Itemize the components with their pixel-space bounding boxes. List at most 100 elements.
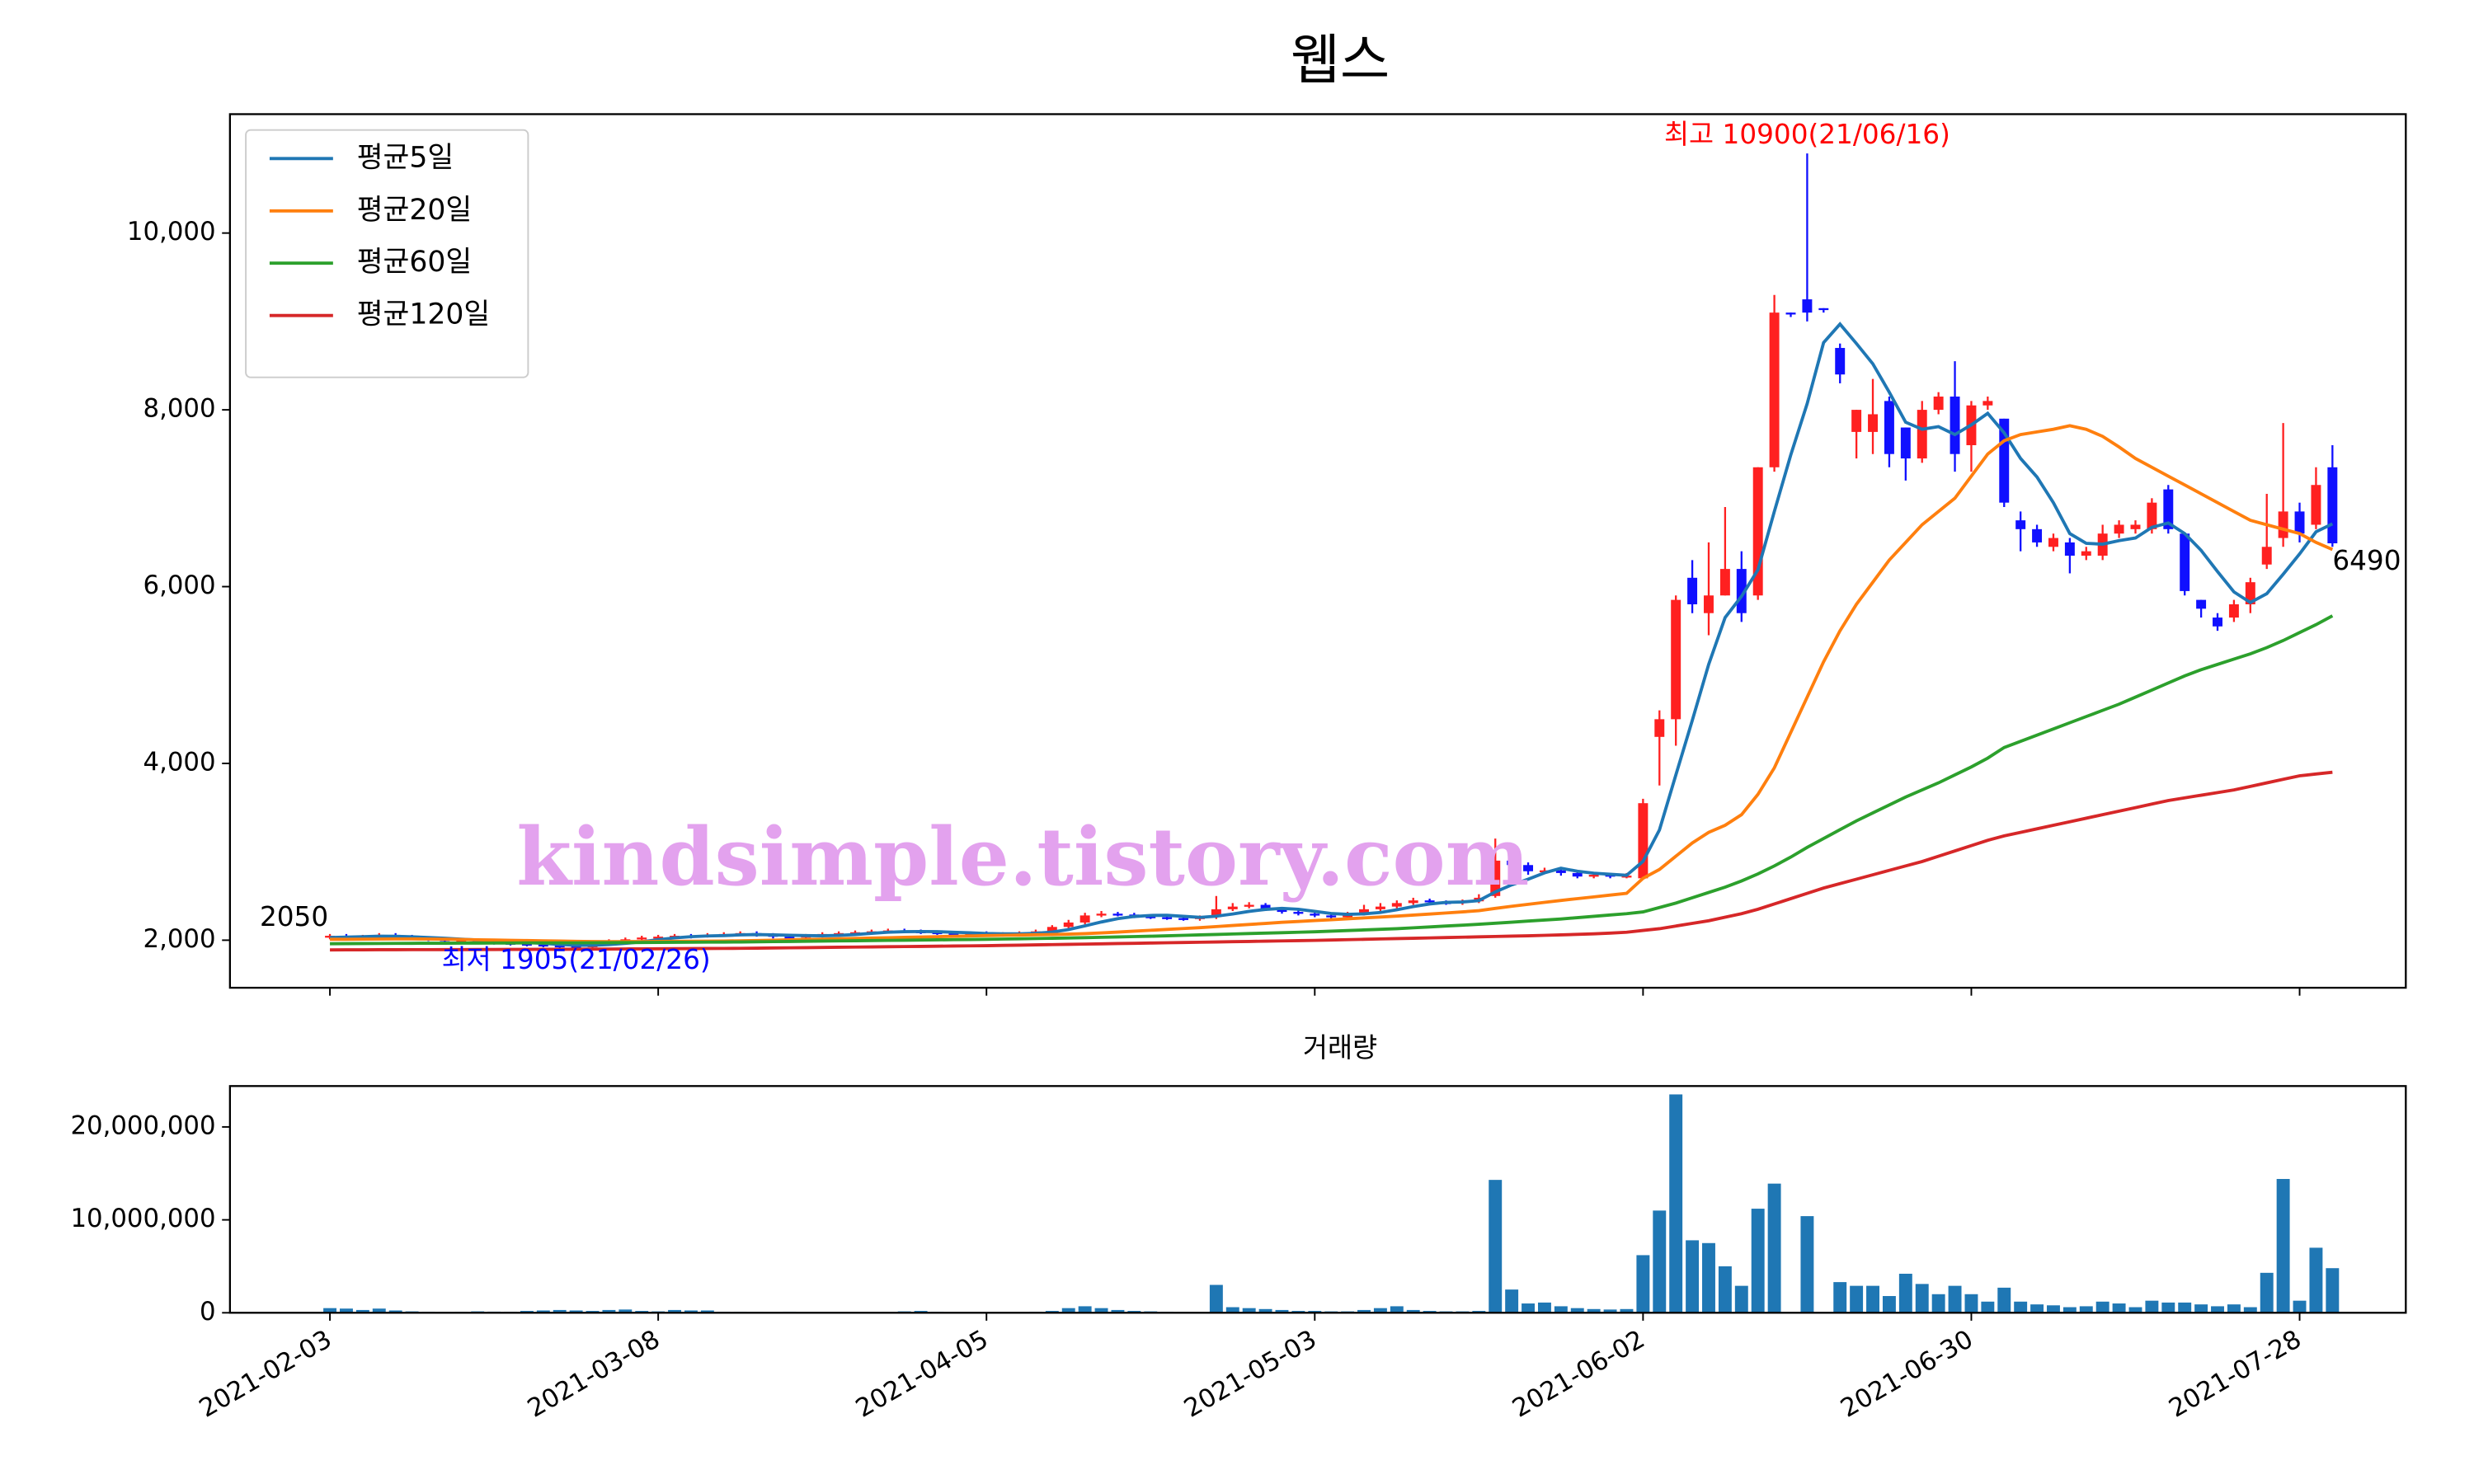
volume-bar: [2047, 1305, 2060, 1313]
ma-line: [330, 322, 2334, 947]
candle-body: [1982, 401, 1993, 406]
candle-body: [1933, 397, 1944, 411]
y-tick-label: 10,000: [127, 217, 216, 247]
volume-bar: [553, 1309, 567, 1313]
volume-bar: [1061, 1308, 1075, 1313]
volume-bar: [1373, 1308, 1387, 1313]
candle-body: [1818, 308, 1829, 311]
volume-bar: [2030, 1304, 2044, 1313]
volume-bar: [1603, 1309, 1617, 1313]
volume-bar: [2178, 1302, 2192, 1313]
volume-bar: [1882, 1296, 1896, 1313]
candle-body: [1096, 913, 1107, 916]
volume-bar: [1390, 1306, 1404, 1313]
candle-body: [1424, 900, 1435, 903]
candle-body: [1359, 909, 1369, 914]
candle-body: [784, 937, 795, 939]
volume-bar: [2194, 1304, 2208, 1313]
candle-body: [2032, 528, 2043, 542]
candle-body: [2261, 547, 2272, 565]
volume-bar: [668, 1309, 682, 1313]
candle-body: [1588, 875, 1599, 877]
volume-bar: [1964, 1294, 1978, 1313]
y-tick-label: 2,000: [143, 924, 216, 954]
candle-body: [1835, 348, 1846, 375]
candle-body: [1244, 904, 1254, 907]
candle-body: [1654, 719, 1665, 737]
volume-bar: [2293, 1300, 2307, 1313]
annotation: 최고 10900(21/06/16): [1664, 119, 1950, 150]
candle-body: [653, 937, 664, 939]
candle-body: [1063, 922, 1074, 928]
plot-frame: [228, 1085, 2407, 1314]
candle-body: [1277, 909, 1287, 913]
candle-body: [1851, 410, 1862, 432]
volume-bar: [1225, 1307, 1239, 1313]
volume-bar: [1850, 1285, 1864, 1313]
candle-body: [571, 946, 581, 949]
candle-body: [1112, 913, 1123, 916]
volume-bar: [1078, 1306, 1092, 1313]
candle-body: [1293, 912, 1304, 914]
y-tick-label: 10,000,000: [70, 1204, 215, 1233]
candle-body: [1162, 917, 1173, 919]
volume-bar: [2326, 1268, 2340, 1313]
candle-body: [1260, 904, 1271, 909]
legend-label: 평균5일: [357, 141, 454, 174]
volume-bar: [1948, 1285, 1962, 1313]
candle-body: [1704, 595, 1714, 613]
candle-body: [1917, 410, 1927, 459]
volume-bar: [1669, 1094, 1683, 1313]
candle-body: [1752, 467, 1763, 596]
volume-bar: [1554, 1306, 1568, 1313]
volume-bar: [2276, 1179, 2290, 1313]
volume-bar: [684, 1310, 698, 1313]
volume-bar: [355, 1309, 369, 1313]
candle-body: [1719, 569, 1730, 596]
chart-title: 웹스: [1291, 29, 1390, 92]
candle-body: [2147, 502, 2157, 529]
volume-bar: [2161, 1302, 2175, 1313]
legend-label: 평균60일: [357, 246, 473, 279]
candle-body: [538, 944, 548, 947]
candle-body: [1671, 599, 1681, 720]
candle-body: [1227, 906, 1238, 909]
volume-bar: [2260, 1272, 2274, 1313]
volume-bar: [2062, 1307, 2077, 1313]
candle-body: [2196, 599, 2207, 609]
volume-bar: [1489, 1180, 1503, 1313]
volume-bar: [1111, 1309, 1125, 1313]
volume-bar: [1981, 1301, 1995, 1313]
candle-body: [554, 945, 565, 948]
volume-bar: [1800, 1216, 1814, 1313]
candle-body: [1999, 418, 2010, 503]
volume-bar: [2112, 1303, 2126, 1313]
volume-bar: [340, 1308, 353, 1313]
y-tick-label: 6,000: [143, 571, 216, 600]
volume-bar: [1898, 1273, 1912, 1313]
volume-bar: [2227, 1304, 2241, 1313]
volume-bar: [1258, 1308, 1272, 1313]
volume-bar: [1406, 1309, 1420, 1313]
candle-body: [1326, 915, 1337, 918]
candle-body: [1638, 803, 1649, 879]
candle-body: [1211, 909, 1221, 918]
watermark: kindsimple.tistory.com: [516, 810, 1529, 904]
volume-bar: [2014, 1301, 2028, 1313]
ma-line: [330, 770, 2333, 952]
candle-body: [1047, 927, 1057, 932]
candle-body: [1868, 414, 1878, 432]
volume-bar: [1833, 1282, 1847, 1313]
candle-body: [1572, 872, 1583, 877]
volume-bar: [1686, 1240, 1700, 1313]
volume-bar: [1997, 1287, 2011, 1313]
candle-body: [1769, 312, 1780, 467]
candle-body: [2311, 485, 2321, 525]
candle-body: [2228, 603, 2239, 618]
ma-line: [330, 614, 2334, 946]
volume-bar: [1636, 1255, 1650, 1313]
volume-bar: [1570, 1308, 1584, 1313]
volume-bar: [1915, 1284, 1929, 1313]
volume-bar: [2309, 1247, 2323, 1313]
volume-bar: [1653, 1210, 1667, 1313]
